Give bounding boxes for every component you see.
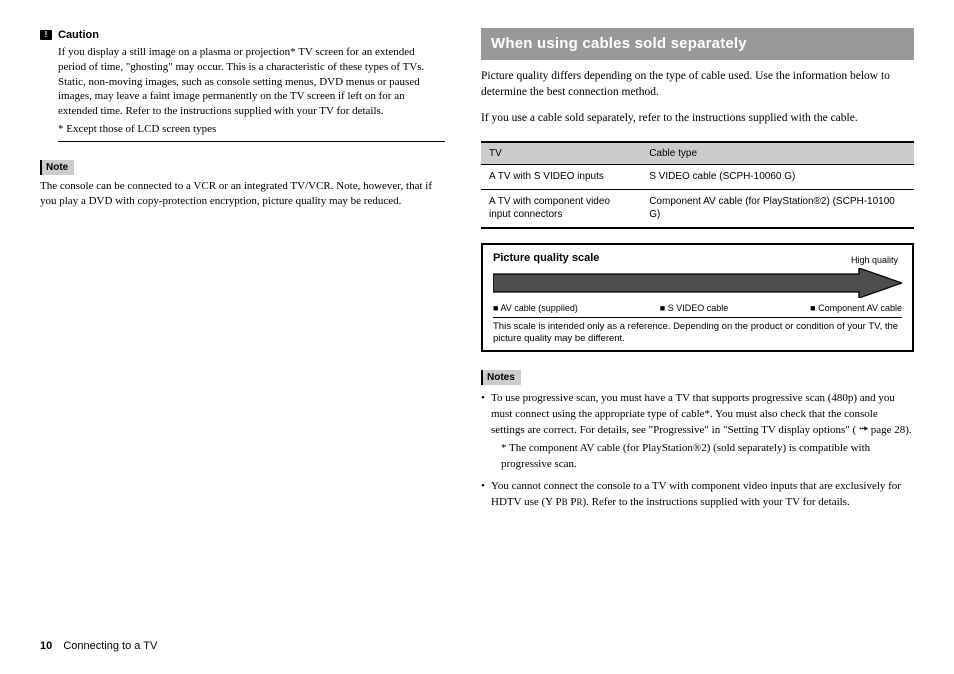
legend-svideo: S VIDEO cable — [660, 302, 728, 314]
table-row: A TV with component video input connecto… — [481, 189, 914, 228]
table-header-cable: Cable type — [641, 142, 914, 165]
caution-text: If you display a still image on a plasma… — [58, 45, 445, 119]
pq-arrow — [493, 268, 902, 298]
page-footer: 10 Connecting to a TV — [40, 640, 157, 652]
table-cell-tv: A TV with S VIDEO inputs — [481, 165, 641, 190]
legend-av: AV cable (supplied) — [493, 302, 578, 314]
table-header-tv: TV — [481, 142, 641, 165]
pq-high-label: High quality — [851, 254, 898, 266]
caution-footnote: * Except those of LCD screen types — [58, 119, 445, 137]
notes-badge: Notes — [481, 370, 521, 386]
pq-disclaimer: This scale is intended only as a referen… — [493, 317, 902, 346]
note-text: The console can be connected to a VCR or… — [40, 179, 445, 209]
note-1-pageref: page 28). — [868, 424, 912, 436]
note-item-1: To use progressive scan, you must have a… — [481, 391, 914, 473]
caution-title: Caution — [58, 28, 99, 43]
notes-list: To use progressive scan, you must have a… — [481, 391, 914, 511]
left-column: ! Caution If you display a still image o… — [40, 28, 445, 618]
page-ref-icon — [859, 425, 868, 432]
right-column: When using cables sold separately Pictur… — [481, 28, 914, 618]
section-banner: When using cables sold separately — [481, 28, 914, 60]
cable-table: TV Cable type A TV with S VIDEO inputs S… — [481, 141, 914, 229]
page-number: 10 — [40, 640, 52, 652]
picture-quality-box: Picture quality scale High quality AV ca… — [481, 243, 914, 352]
table-cell-cable: S VIDEO cable (SCPH-10060 G) — [641, 165, 914, 190]
warning-icon: ! — [40, 30, 52, 40]
table-row: A TV with S VIDEO inputs S VIDEO cable (… — [481, 165, 914, 190]
caution-header: ! Caution — [40, 28, 445, 43]
note-1-text: To use progressive scan, you must have a… — [491, 392, 895, 436]
pq-title: Picture quality scale — [493, 251, 599, 266]
table-cell-cable: Component AV cable (for PlayStation®2) (… — [641, 189, 914, 228]
intro-paragraph-1: Picture quality differs depending on the… — [481, 68, 914, 100]
pq-legend: AV cable (supplied) S VIDEO cable Compon… — [493, 302, 902, 314]
note-item-2: You cannot connect the console to a TV w… — [481, 479, 914, 511]
note-1-footnote: * The component AV cable (for PlayStatio… — [491, 441, 914, 473]
note-badge: Note — [40, 160, 74, 176]
arrow-icon — [493, 268, 902, 298]
legend-component: Component AV cable — [810, 302, 902, 314]
intro-paragraph-2: If you use a cable sold separately, refe… — [481, 110, 914, 126]
table-cell-tv: A TV with component video input connecto… — [481, 189, 641, 228]
caution-body: If you display a still image on a plasma… — [58, 45, 445, 142]
footer-section: Connecting to a TV — [63, 640, 157, 652]
